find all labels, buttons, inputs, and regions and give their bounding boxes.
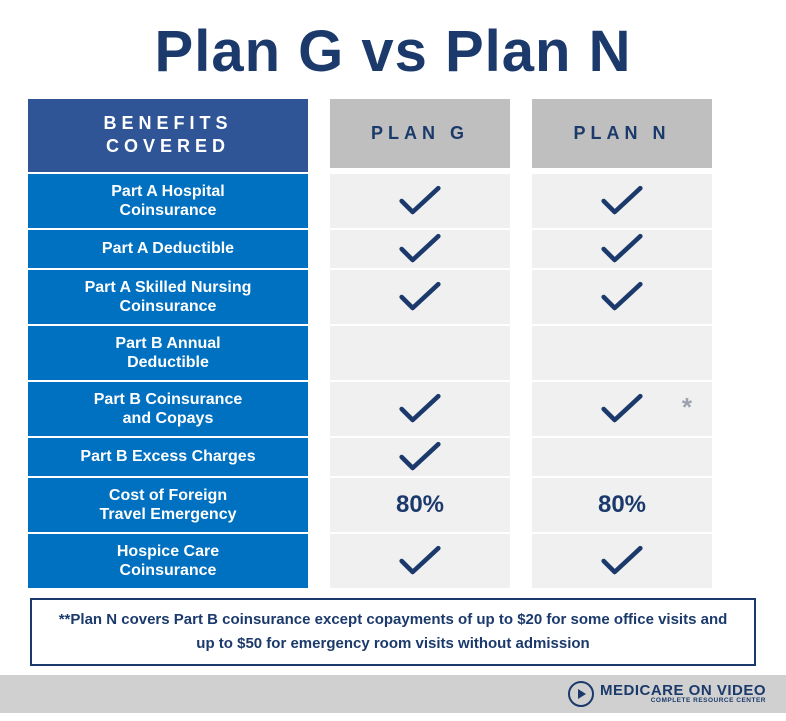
benefits-header: BENEFITS COVERED [28, 99, 308, 172]
comparison-table: BENEFITS COVERED Part A HospitalCoinsura… [0, 99, 786, 588]
benefit-label: Part A Skilled NursingCoinsurance [28, 268, 308, 324]
plan-g-cell [330, 380, 510, 436]
benefit-label: Part A HospitalCoinsurance [28, 172, 308, 228]
footer-bar: MEDICARE ON VIDEO COMPLETE RESOURCE CENT… [0, 675, 786, 713]
plan-g-cell [330, 436, 510, 476]
asterisk-icon: * [682, 392, 692, 423]
plan-n-cell [532, 532, 712, 588]
benefit-label: Part B Excess Charges [28, 436, 308, 476]
plan-n-cell [532, 268, 712, 324]
benefit-label: Cost of ForeignTravel Emergency [28, 476, 308, 532]
plan-g-cell [330, 268, 510, 324]
footnote: **Plan N covers Part B coinsurance excep… [30, 598, 756, 666]
benefits-column: BENEFITS COVERED Part A HospitalCoinsura… [28, 99, 308, 588]
check-icon [600, 183, 644, 219]
check-icon [398, 231, 442, 267]
plan-n-cell [532, 172, 712, 228]
logo-sub-text: COMPLETE RESOURCE CENTER [600, 698, 766, 705]
plan-n-column: PLAN N * 80% [532, 99, 712, 588]
play-icon [568, 681, 594, 707]
plan-g-cell: 80% [330, 476, 510, 532]
check-icon [398, 183, 442, 219]
benefit-label: Part B Coinsuranceand Copays [28, 380, 308, 436]
benefit-label: Hospice CareCoinsurance [28, 532, 308, 588]
benefits-header-line1: BENEFITS [36, 112, 300, 135]
plan-g-cell [330, 172, 510, 228]
benefit-label: Part B AnnualDeductible [28, 324, 308, 380]
check-icon [398, 543, 442, 579]
check-icon [600, 231, 644, 267]
plan-n-cell [532, 228, 712, 268]
check-icon [398, 391, 442, 427]
plan-n-cell: 80% [532, 476, 712, 532]
benefits-header-line2: COVERED [36, 135, 300, 158]
plan-n-cell: * [532, 380, 712, 436]
page-title: Plan G vs Plan N [0, 0, 786, 99]
check-icon [600, 543, 644, 579]
check-icon [600, 391, 644, 427]
plan-g-column: PLAN G 80% [330, 99, 510, 588]
plan-n-cell [532, 436, 712, 476]
plan-g-cell [330, 324, 510, 380]
logo: MEDICARE ON VIDEO COMPLETE RESOURCE CENT… [568, 681, 766, 707]
plan-g-cell [330, 532, 510, 588]
plan-n-cell [532, 324, 712, 380]
plan-g-cell [330, 228, 510, 268]
plan-n-header: PLAN N [532, 99, 712, 172]
check-icon [600, 279, 644, 315]
logo-main-text: MEDICARE ON VIDEO [600, 683, 766, 698]
benefit-label: Part A Deductible [28, 228, 308, 268]
check-icon [398, 439, 442, 475]
plan-g-header: PLAN G [330, 99, 510, 172]
check-icon [398, 279, 442, 315]
